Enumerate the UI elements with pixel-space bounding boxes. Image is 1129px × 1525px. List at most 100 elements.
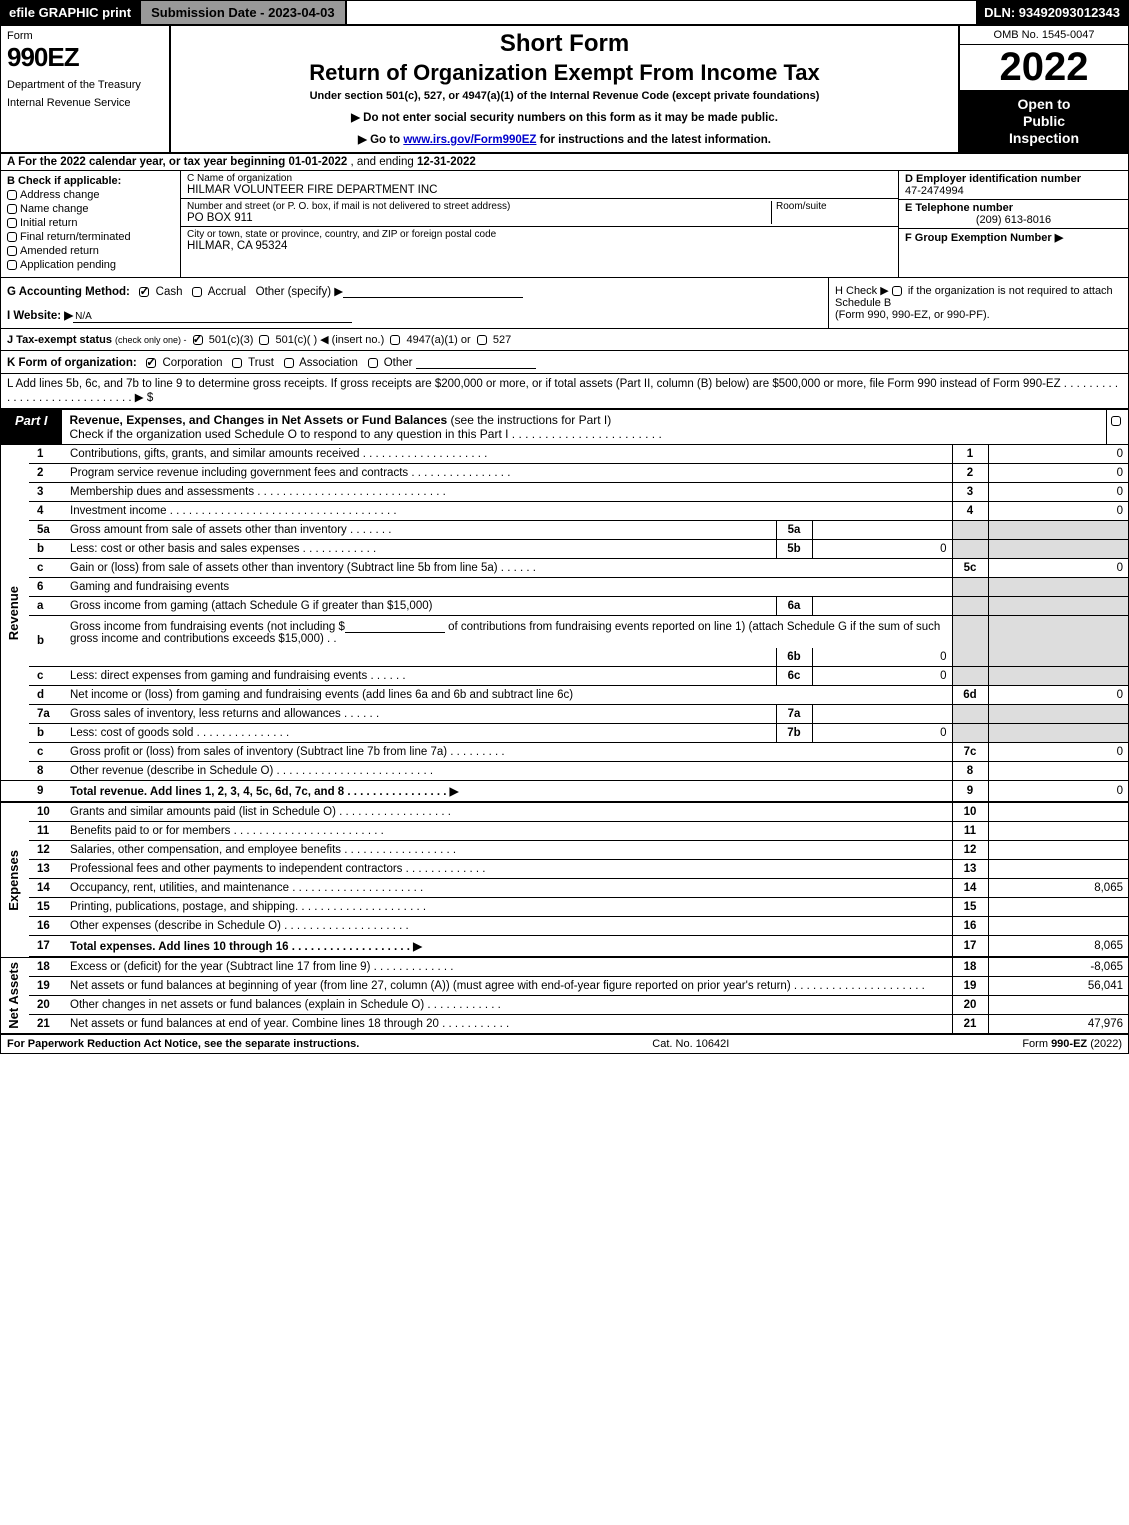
ln-no: 20 [29, 996, 65, 1015]
ln-no: 21 [29, 1015, 65, 1035]
chk-name-change[interactable]: Name change [7, 203, 174, 215]
g-accounting: G Accounting Method: Cash Accrual Other … [7, 284, 822, 298]
ln-no: 19 [29, 977, 65, 996]
table-row: 17Total expenses. Add lines 10 through 1… [1, 936, 1128, 958]
table-row: 4Investment income . . . . . . . . . . .… [1, 502, 1128, 521]
checkbox-icon[interactable] [390, 335, 400, 345]
checkbox-icon[interactable] [284, 358, 294, 368]
table-row: 5aGross amount from sale of assets other… [1, 521, 1128, 540]
ln-no: b [29, 616, 65, 667]
i-website: I Website: ▶N/A [7, 308, 822, 322]
ln-box: 17 [952, 936, 988, 958]
table-row: 3Membership dues and assessments . . . .… [1, 483, 1128, 502]
checkbox-icon[interactable] [892, 286, 902, 296]
ln-amount [988, 822, 1128, 841]
e-phone: E Telephone number (209) 613-8016 [899, 200, 1128, 229]
table-row: bLess: cost or other basis and sales exp… [1, 540, 1128, 559]
checkbox-icon[interactable] [193, 335, 203, 345]
ln-no: c [29, 559, 65, 578]
ln-desc: Gross profit or (loss) from sales of inv… [65, 743, 952, 762]
ln-box-shade [952, 667, 988, 686]
ln-box: 9 [952, 781, 988, 803]
goto-link-line: ▶ Go to www.irs.gov/Form990EZ for instru… [179, 132, 950, 146]
ln-no: 10 [29, 802, 65, 822]
ln-box: 16 [952, 917, 988, 936]
ln-box-shade [952, 578, 988, 597]
ln-desc: Other revenue (describe in Schedule O) .… [65, 762, 952, 781]
footer-right-pre: Form [1022, 1038, 1051, 1050]
line-a-mid: , and ending [347, 156, 417, 168]
chk-final-return[interactable]: Final return/terminated [7, 231, 174, 243]
line-a-begin: 01-01-2022 [288, 156, 347, 168]
checkbox-icon[interactable] [192, 287, 202, 297]
ln-box-shade [952, 540, 988, 559]
irs-link[interactable]: www.irs.gov/Form990EZ [403, 134, 536, 146]
ln-desc: Program service revenue including govern… [65, 464, 952, 483]
tax-year: 2022 [960, 45, 1128, 90]
part-i-checkbox[interactable] [1106, 410, 1128, 444]
ln-amount [988, 762, 1128, 781]
ln-box: 5c [952, 559, 988, 578]
table-row: 6Gaming and fundraising events [1, 578, 1128, 597]
d-label: D Employer identification number [905, 173, 1081, 185]
k-other-field[interactable] [416, 355, 536, 369]
ln-desc: Contributions, gifts, grants, and simila… [65, 445, 952, 464]
ln-amount-shade [988, 705, 1128, 724]
ln-amount: 47,976 [988, 1015, 1128, 1035]
ln-no: 5a [29, 521, 65, 540]
checkbox-icon[interactable] [259, 335, 269, 345]
checkbox-icon [7, 218, 17, 228]
chk-application-pending[interactable]: Application pending [7, 259, 174, 271]
ln-amount: 0 [988, 464, 1128, 483]
checkbox-icon[interactable] [139, 287, 149, 297]
section-bcdef: B Check if applicable: Address change Na… [1, 171, 1128, 278]
ln-desc: Salaries, other compensation, and employ… [65, 841, 952, 860]
ln-amount: 0 [988, 502, 1128, 521]
sub-value: 0 [812, 724, 952, 743]
chk-address-change[interactable]: Address change [7, 189, 174, 201]
k-corp: Corporation [162, 357, 222, 369]
form-990ez-page: efile GRAPHIC print Submission Date - 20… [0, 0, 1129, 1054]
part-i-title: Revenue, Expenses, and Changes in Net As… [62, 410, 1106, 444]
part-i-title-rest: (see the instructions for Part I) [447, 413, 611, 427]
chk-initial-return[interactable]: Initial return [7, 217, 174, 229]
ln-no: 4 [29, 502, 65, 521]
side-netassets: Net Assets [1, 957, 29, 1034]
table-row: 14Occupancy, rent, utilities, and mainte… [1, 879, 1128, 898]
c-name-cell: C Name of organization HILMAR VOLUNTEER … [181, 171, 898, 199]
ln-no: 18 [29, 957, 65, 977]
checkbox-icon[interactable] [477, 335, 487, 345]
ln-desc: Other changes in net assets or fund bala… [65, 996, 952, 1015]
ln-box-shade [952, 616, 988, 667]
sub-value: 0 [812, 540, 952, 559]
ln-box: 7c [952, 743, 988, 762]
g-other-field[interactable] [343, 284, 523, 298]
chk-amended-return[interactable]: Amended return [7, 245, 174, 257]
l6b-blank[interactable] [345, 619, 445, 633]
table-row: Revenue 1 Contributions, gifts, grants, … [1, 445, 1128, 464]
table-row: 13Professional fees and other payments t… [1, 860, 1128, 879]
open-line1: Open to [1018, 96, 1071, 112]
sub-value: 0 [812, 648, 952, 667]
c-name-label: C Name of organization [187, 173, 892, 184]
ln-desc: Gaming and fundraising events [65, 578, 952, 597]
c-suite: Room/suite [772, 201, 892, 224]
ln-no: 9 [29, 781, 65, 803]
ln-box: 13 [952, 860, 988, 879]
ln-desc: Net assets or fund balances at beginning… [65, 977, 952, 996]
form-word: Form [7, 30, 163, 42]
ln-desc: Printing, publications, postage, and shi… [65, 898, 952, 917]
ln-amount: 56,041 [988, 977, 1128, 996]
ln-desc: Net assets or fund balances at end of ye… [65, 1015, 952, 1035]
checkbox-icon[interactable] [232, 358, 242, 368]
checkbox-icon[interactable] [146, 358, 156, 368]
table-row: b Gross income from fundraising events (… [1, 616, 1128, 649]
table-row: 16Other expenses (describe in Schedule O… [1, 917, 1128, 936]
ln-no: 13 [29, 860, 65, 879]
sub-label: 7b [776, 724, 812, 743]
ln-desc: Gain or (loss) from sale of assets other… [65, 559, 952, 578]
h-text3: (Form 990, 990-EZ, or 990-PF). [835, 309, 990, 321]
part-i-table: Revenue 1 Contributions, gifts, grants, … [1, 445, 1128, 1035]
ln-box: 1 [952, 445, 988, 464]
checkbox-icon[interactable] [368, 358, 378, 368]
